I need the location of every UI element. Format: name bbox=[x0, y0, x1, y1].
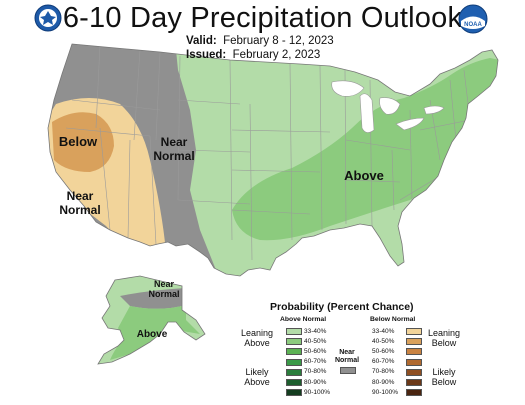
legend: Probability (Percent Chance) Above Norma… bbox=[240, 301, 520, 403]
legend-below-range: 90-100% bbox=[372, 388, 399, 396]
legend-likely-above: Likely Above bbox=[244, 367, 270, 387]
legend-above-range: 60-70% bbox=[304, 358, 327, 366]
label-near-normal-ak-1: Near bbox=[154, 279, 175, 289]
legend-below-swatch bbox=[406, 348, 422, 356]
legend-above-range: 33-40% bbox=[304, 327, 327, 335]
below-40-50-region bbox=[52, 112, 114, 172]
legend-near-normal-label: Near Normal bbox=[334, 349, 360, 364]
legend-below-range: 40-50% bbox=[372, 337, 395, 345]
label-near-normal-sw-2: Normal bbox=[59, 203, 100, 217]
alaska-outline bbox=[97, 275, 206, 365]
label-near-normal-sw-1: Near bbox=[67, 189, 94, 203]
valid-label: Valid: bbox=[186, 35, 217, 47]
legend-above-range: 80-90% bbox=[304, 378, 327, 386]
legend-above-swatch bbox=[286, 328, 302, 335]
label-near-normal-ak-2: Normal bbox=[148, 289, 179, 299]
legend-above-range: 70-80% bbox=[304, 368, 327, 376]
page-title: 6-10 Day Precipitation Outlook bbox=[62, 2, 463, 34]
legend-below-swatch bbox=[406, 389, 422, 397]
label-above-east: Above bbox=[344, 168, 384, 183]
conus-outline bbox=[47, 43, 499, 277]
legend-above-header: Above Normal bbox=[280, 316, 327, 323]
label-near-normal-west-2: Normal bbox=[153, 149, 194, 163]
legend-below-swatch bbox=[406, 368, 422, 376]
legend-near-normal-swatch bbox=[340, 367, 356, 374]
legend-above-range: 40-50% bbox=[304, 337, 327, 345]
legend-leaning-above: Leaning Above bbox=[240, 328, 274, 348]
legend-above-swatch bbox=[286, 368, 302, 376]
legend-likely-below: Likely Below bbox=[431, 367, 457, 387]
legend-above-range: 50-60% bbox=[304, 347, 327, 355]
legend-above-swatch bbox=[286, 348, 302, 356]
noaa-logo-icon: NOAA bbox=[458, 4, 488, 34]
noaa-logo-text: NOAA bbox=[464, 22, 482, 28]
legend-below-range: 60-70% bbox=[372, 358, 395, 366]
legend-leaning-below: Leaning Below bbox=[427, 328, 461, 348]
legend-below-range: 70-80% bbox=[372, 368, 395, 376]
legend-below-swatch bbox=[406, 328, 422, 335]
label-below: Below bbox=[59, 134, 98, 149]
above-40-50-region bbox=[232, 58, 498, 241]
valid-value: February 8 - 12, 2023 bbox=[223, 35, 334, 47]
legend-above-swatch bbox=[286, 338, 302, 346]
legend-above-swatch bbox=[286, 379, 302, 386]
legend-above-range: 90-100% bbox=[304, 388, 331, 396]
label-above-ak: Above bbox=[137, 329, 168, 340]
state-boundaries bbox=[65, 44, 471, 261]
legend-below-swatch bbox=[406, 379, 422, 386]
legend-below-header: Below Normal bbox=[370, 316, 416, 323]
legend-below-swatch bbox=[406, 338, 422, 346]
alaska-above-40-50 bbox=[110, 305, 200, 360]
label-near-normal-west-1: Near bbox=[161, 135, 188, 149]
alaska-near-normal bbox=[120, 288, 186, 309]
legend-title: Probability (Percent Chance) bbox=[270, 301, 414, 313]
legend-below-range: 50-60% bbox=[372, 347, 395, 355]
date-block: Valid: February 8 - 12, 2023 Issued: Feb… bbox=[186, 34, 334, 62]
issued-value: February 2, 2023 bbox=[232, 49, 321, 61]
legend-below-range: 33-40% bbox=[372, 327, 395, 335]
issued-label: Issued: bbox=[186, 49, 227, 61]
legend-above-swatch bbox=[286, 358, 302, 366]
legend-below-range: 80-90% bbox=[372, 378, 395, 386]
doc-seal-icon bbox=[34, 4, 62, 32]
legend-above-swatch bbox=[286, 389, 302, 397]
legend-below-swatch bbox=[406, 358, 422, 366]
